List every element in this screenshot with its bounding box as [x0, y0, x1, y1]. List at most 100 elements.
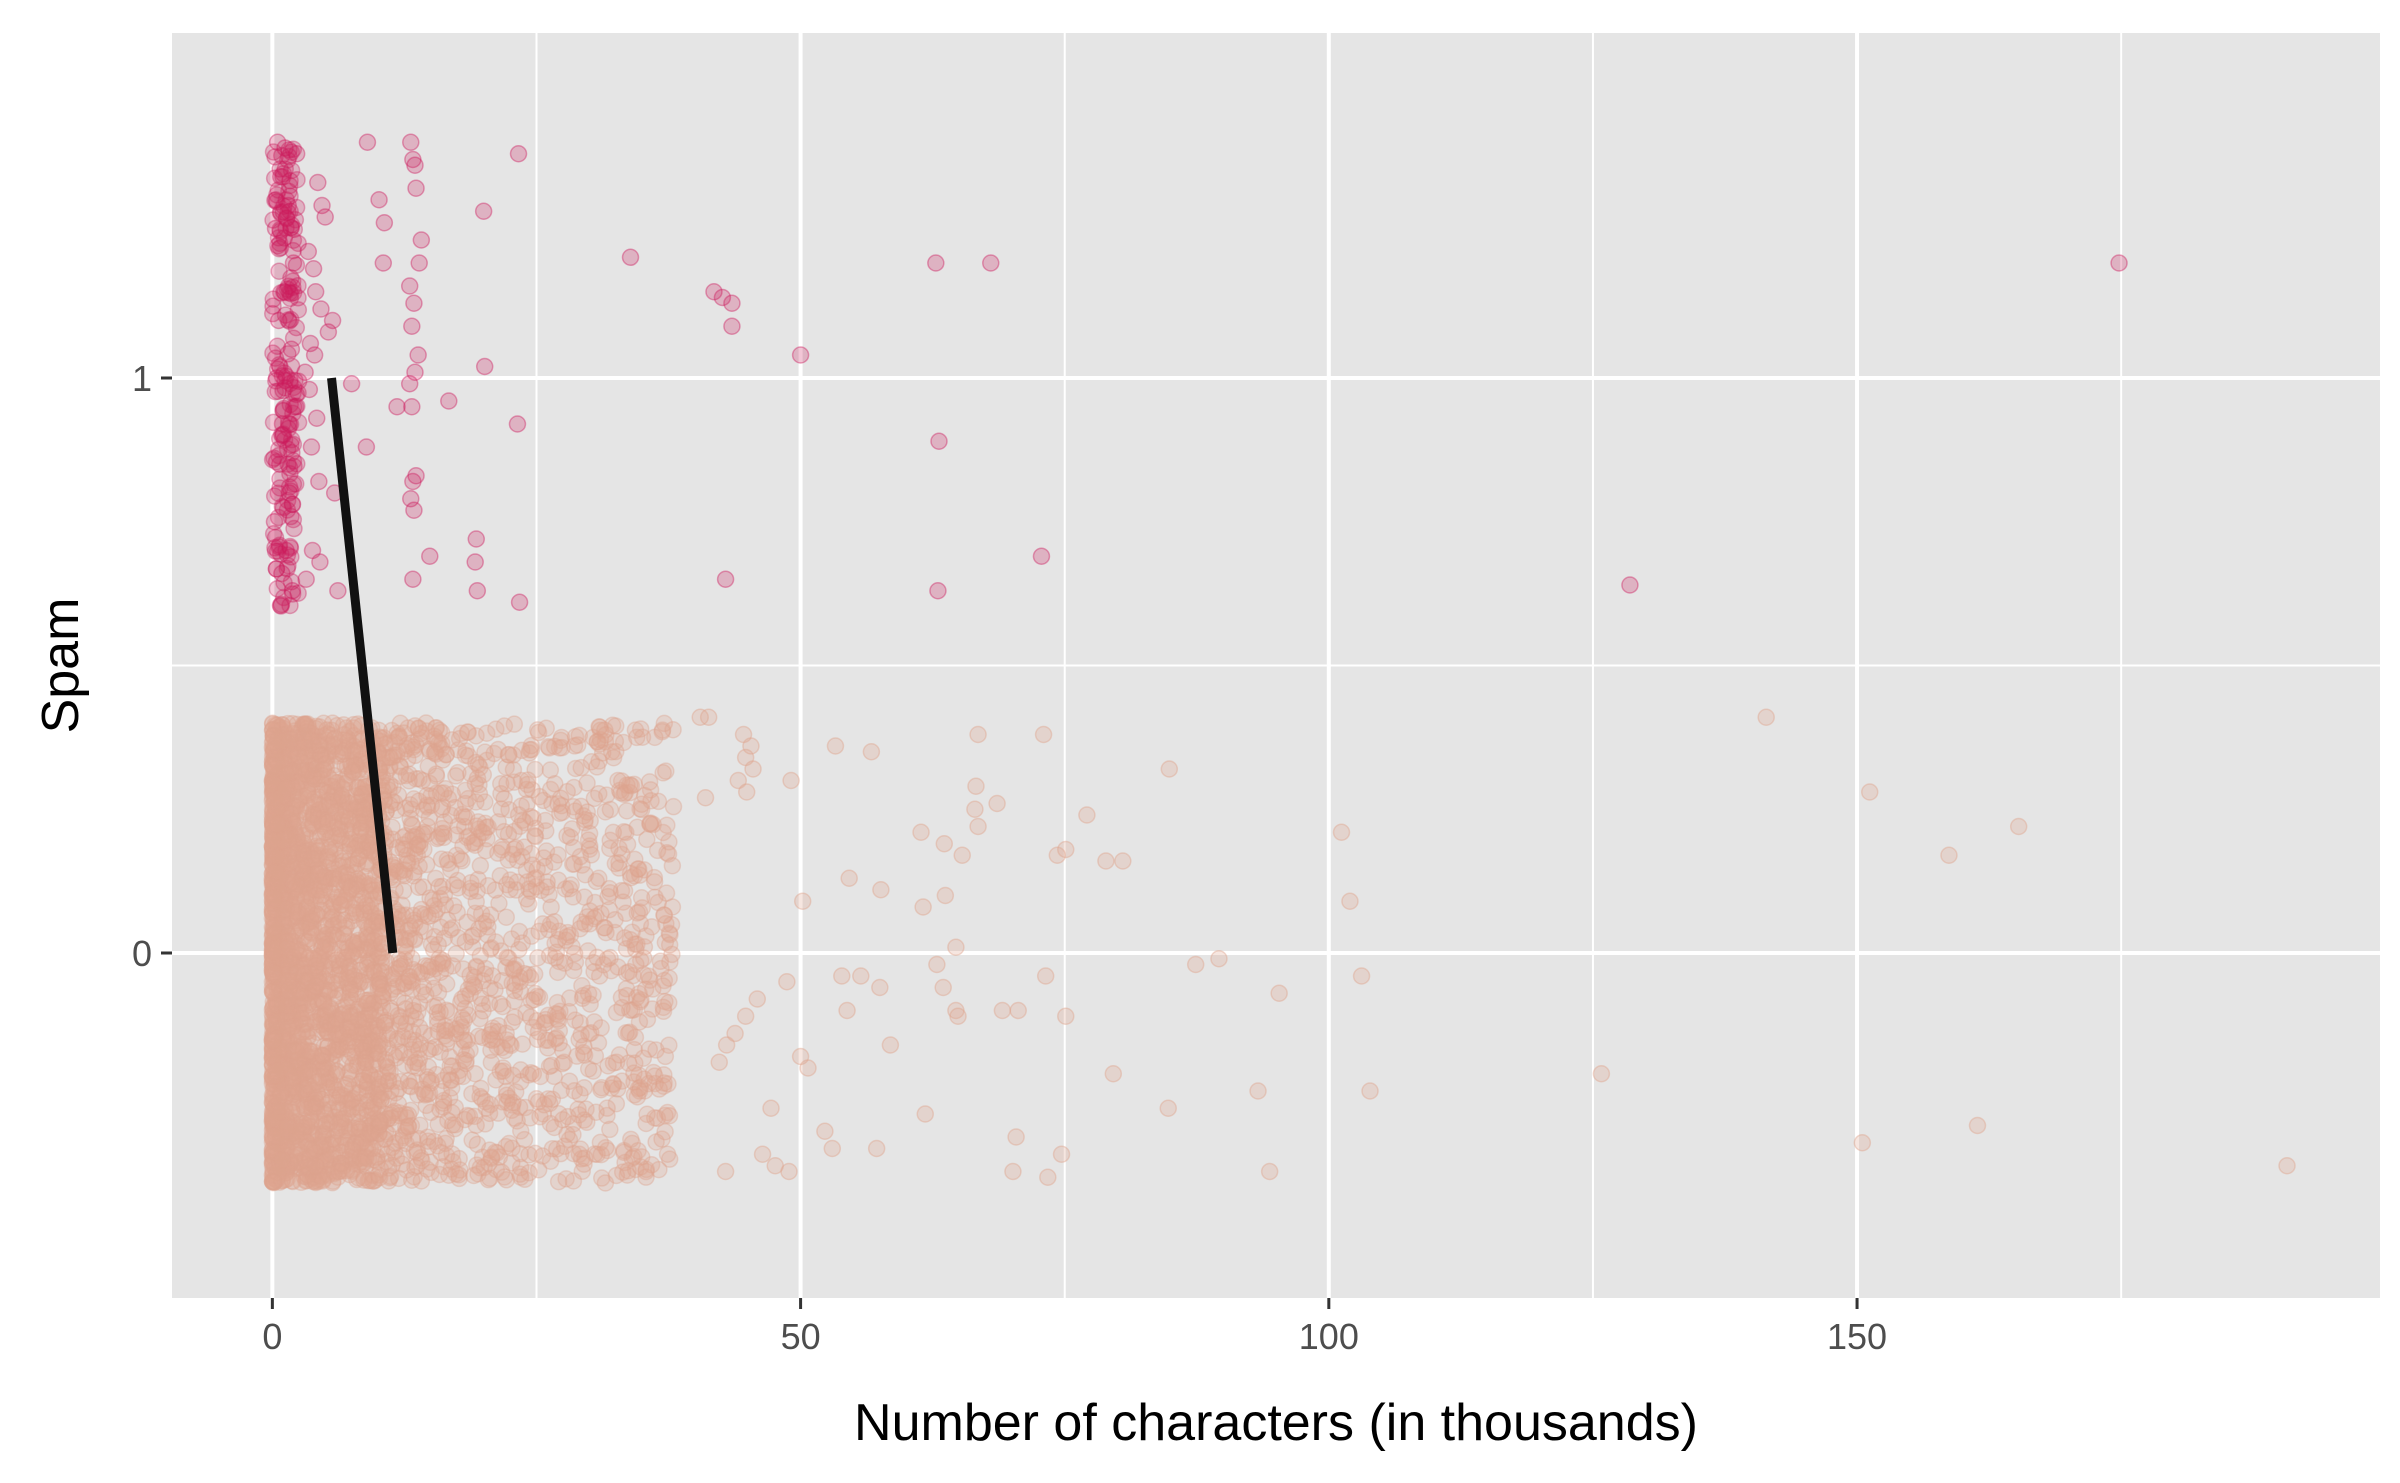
data-point [277, 219, 295, 237]
data-point [358, 1107, 377, 1125]
data-point [275, 574, 293, 592]
data-point [269, 1106, 287, 1124]
data-point [330, 733, 348, 752]
data-point [265, 930, 284, 948]
data-point [269, 382, 287, 401]
data-point [264, 1173, 283, 1192]
data-point [426, 869, 445, 888]
data-point [272, 597, 290, 615]
data-point [270, 446, 288, 465]
data-point [329, 582, 347, 600]
data-point [537, 822, 555, 840]
data-point [273, 426, 291, 444]
data-point [340, 1121, 359, 1139]
data-point [350, 1075, 369, 1094]
data-point [264, 1070, 282, 1088]
data-point [318, 783, 336, 802]
data-point [307, 409, 326, 427]
data-point [432, 850, 451, 868]
data-point [410, 254, 428, 272]
data-point [279, 203, 297, 222]
data-point [287, 318, 306, 337]
data-point [269, 728, 288, 747]
data-point [280, 484, 299, 502]
data-point [303, 766, 322, 785]
data-point [597, 726, 615, 744]
data-point [280, 283, 299, 302]
data-point [263, 956, 282, 974]
data-point [343, 741, 362, 760]
data-point [282, 548, 300, 566]
data-point [281, 289, 300, 308]
data-point [412, 231, 431, 249]
data-point [434, 1094, 453, 1112]
data-point [406, 363, 424, 381]
data-point [301, 841, 320, 860]
data-point [307, 990, 325, 1009]
data-point [793, 892, 812, 910]
data-point [299, 819, 317, 837]
data-point [1853, 1134, 1872, 1152]
data-point [271, 782, 289, 801]
data-point [282, 873, 300, 891]
data-point [350, 798, 368, 817]
data-point [269, 853, 287, 872]
data-point [467, 892, 485, 911]
data-point [483, 1022, 501, 1040]
data-point [471, 856, 490, 875]
data-point [263, 1071, 282, 1089]
data-point [339, 1020, 357, 1039]
data-point [2278, 1157, 2296, 1175]
data-point [930, 432, 948, 450]
data-point [313, 1046, 332, 1065]
data-point [286, 398, 305, 416]
data-point [396, 840, 415, 858]
data-point [271, 234, 289, 253]
data-point [276, 1048, 295, 1067]
data-point [268, 815, 286, 833]
data-point [264, 943, 283, 962]
data-point [406, 717, 424, 735]
data-point [312, 300, 330, 318]
data-point [420, 1084, 439, 1102]
data-point [289, 413, 308, 432]
data-point [1004, 1162, 1022, 1181]
data-point [458, 723, 477, 741]
data-point [266, 382, 285, 401]
data-point [264, 1127, 282, 1146]
data-point [617, 980, 636, 998]
data-point [476, 1115, 494, 1133]
data-point [264, 1112, 283, 1130]
data-point [264, 769, 282, 788]
data-point [281, 371, 299, 389]
data-point [320, 742, 339, 761]
data-point [287, 256, 306, 274]
data-point [264, 910, 283, 929]
data-points [263, 133, 2296, 1192]
data-point [290, 946, 308, 965]
data-point [273, 564, 291, 583]
data-point [402, 490, 420, 508]
data-point [493, 1093, 512, 1111]
data-point [284, 329, 303, 347]
data-point [298, 914, 316, 932]
data-point [477, 841, 495, 860]
data-point [269, 1013, 287, 1032]
data-point [306, 980, 324, 998]
data-point [297, 1132, 315, 1151]
data-point [608, 1080, 627, 1098]
data-point [275, 1098, 294, 1117]
data-point [324, 916, 343, 935]
data-point [271, 220, 289, 239]
data-point [276, 160, 295, 178]
data-point [281, 854, 299, 872]
data-point [280, 478, 299, 496]
data-point [404, 1001, 423, 1020]
data-point [503, 845, 522, 864]
data-point [268, 866, 286, 885]
data-point [275, 364, 293, 382]
data-point [376, 1105, 394, 1124]
data-point [276, 379, 294, 397]
data-point [313, 1137, 332, 1156]
data-point [560, 1072, 579, 1090]
